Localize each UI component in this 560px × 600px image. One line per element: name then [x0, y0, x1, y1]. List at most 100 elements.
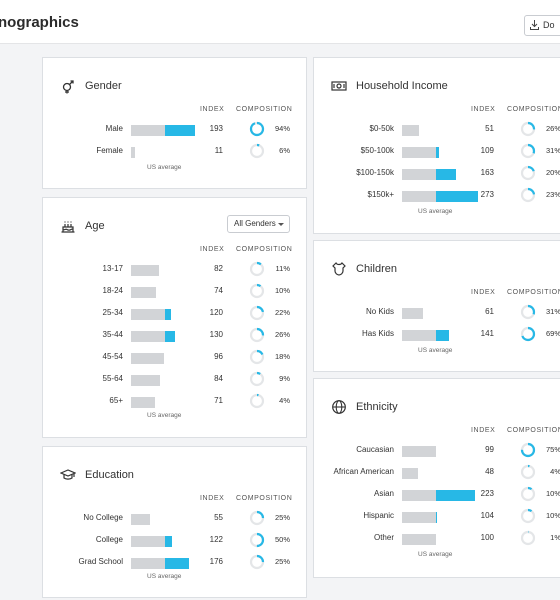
composition-donut: [249, 349, 265, 365]
list-item: $50-100k 109 31%: [314, 143, 560, 161]
download-button[interactable]: Do: [524, 15, 560, 36]
index-value: 82: [214, 264, 223, 273]
composition-donut: [249, 393, 265, 409]
index-bar: [402, 308, 423, 319]
index-bar-fill: [436, 512, 438, 523]
donut-track: [520, 530, 536, 546]
list-item: 35-44 130 26%: [43, 327, 306, 345]
list-item: African American 48 4%: [314, 464, 560, 482]
index-bar: [402, 490, 436, 501]
index-bar: [131, 265, 159, 276]
composition-donut: [520, 442, 536, 458]
donut-arc: [249, 121, 265, 137]
education-us-average: US average: [147, 573, 182, 580]
index-value: 104: [480, 511, 494, 520]
income-card: Household Income INDEX COMPOSITION $0-50…: [313, 57, 560, 234]
ethnicity-card: Ethnicity INDEX COMPOSITION Caucasian 99 7…: [313, 378, 560, 578]
index-bar: [131, 558, 165, 569]
composition-donut: [520, 165, 536, 181]
index-bar: [402, 330, 436, 341]
composition-donut: [249, 371, 265, 387]
index-value: 176: [209, 557, 223, 566]
gender-icon: [62, 80, 74, 94]
page-title: nographics: [0, 14, 79, 31]
composition-value: 10%: [545, 511, 560, 520]
composition-value: 94%: [274, 124, 290, 133]
donut-track: [249, 283, 265, 299]
donut-arc: [520, 165, 536, 181]
donut-arc: [520, 508, 536, 524]
donut-arc: [249, 349, 265, 365]
row-label: No Kids: [365, 307, 394, 316]
index-value: 109: [480, 146, 494, 155]
index-bar-fill: [436, 147, 439, 158]
composition-value: 20%: [545, 168, 560, 177]
age-us-average: US average: [147, 412, 182, 419]
index-value: 48: [485, 467, 494, 476]
index-value: 130: [209, 330, 223, 339]
children-card: Children INDEX COMPOSITION No Kids 61 31% H…: [313, 240, 560, 372]
donut-arc: [520, 121, 536, 137]
download-icon: [530, 20, 539, 30]
composition-donut: [249, 510, 265, 526]
composition-donut: [249, 327, 265, 343]
gender-index-header: INDEX: [200, 106, 225, 113]
row-label: 13-17: [102, 264, 123, 273]
age-index-header: INDEX: [200, 246, 225, 253]
index-bar: [131, 309, 165, 320]
donut-arc: [249, 327, 265, 343]
index-bar-fill: [165, 331, 175, 342]
list-item: $0-50k 51 26%: [314, 121, 560, 139]
donut-track: [249, 393, 265, 409]
index-value: 96: [214, 352, 223, 361]
ethnicity-title: Ethnicity: [356, 401, 398, 413]
index-bar: [131, 147, 135, 158]
list-item: 13-17 82 11%: [43, 261, 306, 279]
list-item: Grad School 176 25%: [43, 554, 306, 572]
donut-arc: [249, 143, 265, 159]
composition-value: 50%: [274, 535, 290, 544]
composition-donut: [520, 508, 536, 524]
composition-value: 9%: [279, 374, 290, 383]
list-item: Asian 223 10%: [314, 486, 560, 504]
index-bar: [402, 446, 436, 457]
composition-value: 25%: [274, 557, 290, 566]
gender-card: Gender INDEX COMPOSITION Male 193 94% Femal…: [42, 57, 307, 189]
children-title: Children: [356, 263, 397, 275]
row-label: 18-24: [102, 286, 123, 295]
row-label: Grad School: [78, 557, 123, 566]
donut-arc: [249, 554, 265, 570]
index-value: 141: [480, 329, 494, 338]
list-item: $150k+ 273 23%: [314, 187, 560, 205]
index-value: 71: [214, 396, 223, 405]
index-value: 11: [214, 146, 223, 155]
donut-arc: [249, 393, 265, 409]
index-value: 55: [214, 513, 223, 522]
composition-value: 75%: [545, 445, 560, 454]
donut-arc: [520, 486, 536, 502]
composition-donut: [520, 530, 536, 546]
ethnicity-composition-header: COMPOSITION: [507, 427, 560, 434]
gender-us-average: US average: [147, 164, 182, 171]
row-label: Has Kids: [361, 329, 394, 338]
index-bar-fill: [165, 558, 190, 569]
index-bar: [402, 512, 436, 523]
list-item: No College 55 25%: [43, 510, 306, 528]
composition-donut: [520, 326, 536, 342]
age-title: Age: [85, 220, 105, 232]
gender-filter-select[interactable]: All Genders: [227, 215, 290, 233]
list-item: 45-54 96 18%: [43, 349, 306, 367]
index-value: 99: [485, 445, 494, 454]
composition-value: 26%: [274, 330, 290, 339]
composition-donut: [249, 554, 265, 570]
donut-track: [520, 464, 536, 480]
list-item: $100-150k 163 20%: [314, 165, 560, 183]
donut-track: [520, 486, 536, 502]
index-bar-fill: [436, 169, 457, 180]
download-label: Do: [543, 20, 555, 30]
row-label: No College: [83, 513, 123, 522]
composition-donut: [520, 121, 536, 137]
onesie-icon: [332, 261, 346, 276]
row-label: College: [95, 535, 123, 544]
list-item: College 122 50%: [43, 532, 306, 550]
